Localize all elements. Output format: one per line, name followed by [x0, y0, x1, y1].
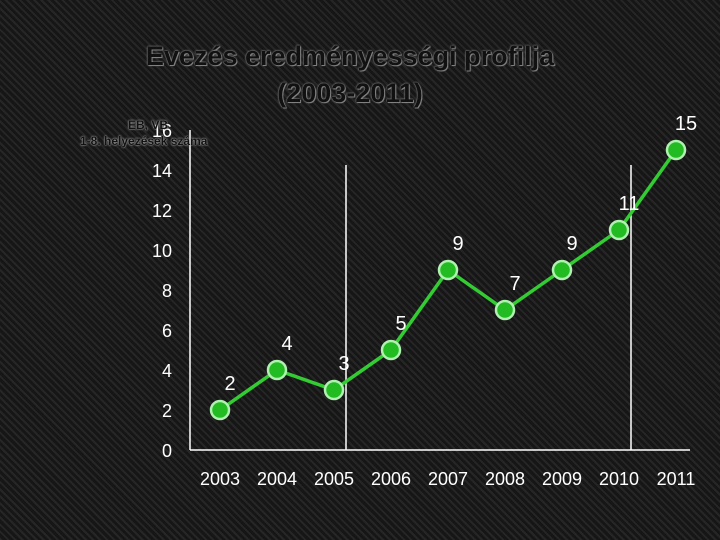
x-tick-label: 2004 [257, 469, 297, 489]
data-label: 5 [395, 313, 406, 335]
data-point [437, 259, 459, 281]
data-point [551, 259, 573, 281]
chart-title-line2: (2003-2011) [277, 78, 423, 108]
y-tick-label: 8 [162, 281, 172, 301]
data-label: 9 [566, 233, 577, 255]
y-tick-label: 0 [162, 441, 172, 461]
data-point [323, 379, 345, 401]
chart-title: Evezés eredményességi profilja (2003-201… [0, 38, 700, 112]
data-label: 7 [509, 273, 520, 295]
x-tick-label: 2003 [200, 469, 240, 489]
x-tick-label: 2008 [485, 469, 525, 489]
data-point [494, 299, 516, 321]
data-point [380, 339, 402, 361]
data-point [266, 359, 288, 381]
x-tick-label: 2006 [371, 469, 411, 489]
x-tick-label: 2011 [657, 469, 696, 489]
y-tick-label: 4 [162, 361, 172, 381]
data-label: 11 [619, 193, 640, 215]
x-tick-label: 2005 [314, 469, 354, 489]
y-tick-label: 10 [152, 241, 172, 261]
data-label: 4 [281, 333, 292, 355]
legend-label-placings: 1-8. helyezések száma [80, 134, 208, 148]
data-point [665, 139, 687, 161]
x-tick-label: 2007 [428, 469, 468, 489]
data-point [608, 219, 630, 241]
y-tick-label: 14 [152, 161, 172, 181]
y-tick-label: 16 [152, 121, 172, 141]
x-tick-label: 2010 [599, 469, 639, 489]
x-tick-label: 2009 [542, 469, 582, 489]
data-label: 3 [338, 353, 349, 375]
y-tick-label: 6 [162, 321, 172, 341]
data-label: 15 [675, 113, 697, 135]
legend-label-eb-vb: EB, VB [128, 118, 169, 132]
y-tick-label: 2 [162, 401, 172, 421]
data-label: 9 [452, 233, 463, 255]
data-label: 2 [224, 373, 235, 395]
y-tick-label: 12 [152, 201, 172, 221]
data-point [209, 399, 231, 421]
chart-title-line1: Evezés eredményességi profilja [145, 41, 555, 71]
